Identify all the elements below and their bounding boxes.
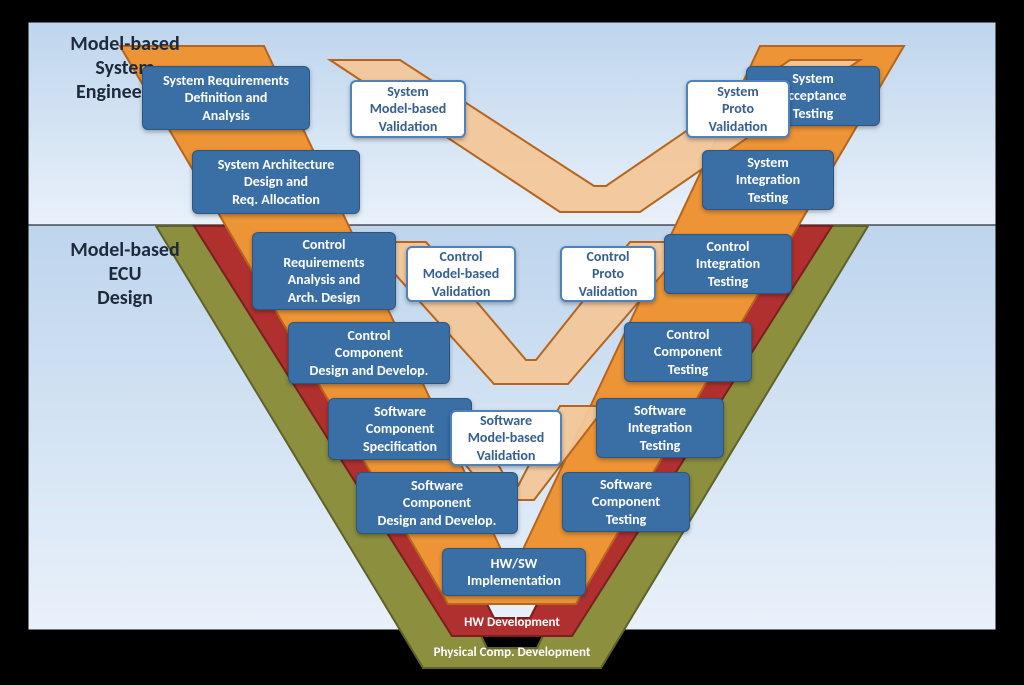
stage-ctrl-int: ControlIntegrationTesting [664,234,792,294]
validation-sys-proto: SystemProtoValidation [686,80,790,138]
strip-hw-dev: HW Development [447,610,577,634]
validation-sw-mbv: SoftwareModel-basedValidation [450,410,562,466]
stage-sys-req: System RequirementsDefinition andAnalysi… [142,66,310,130]
stage-sys-arch: System ArchitectureDesign andReq. Alloca… [192,150,360,214]
stage-sys-int: SystemIntegrationTesting [702,150,834,210]
strip-phys-dev: Physical Comp. Development [409,640,615,664]
stage-ctrl-comp: ControlComponentDesign and Develop. [288,322,450,384]
validation-ctrl-mbv: ControlModel-basedValidation [406,246,516,302]
validation-sys-mbv: SystemModel-basedValidation [350,80,466,138]
stage-sw-comp: SoftwareComponentDesign and Develop. [356,472,518,534]
stage-sw-comp-test: SoftwareComponentTesting [562,472,690,532]
stage-sw-int: SoftwareIntegrationTesting [596,398,724,458]
validation-ctrl-proto: ControlProtoValidation [560,246,656,302]
stage-ctrl-comp-test: ControlComponentTesting [624,322,752,382]
stage-ctrl-req: ControlRequirementsAnalysis andArch. Des… [252,232,396,310]
stage-hwsw: HW/SWImplementation [442,548,586,596]
title-ecu-design: Model-basedECUDesign [50,238,200,310]
